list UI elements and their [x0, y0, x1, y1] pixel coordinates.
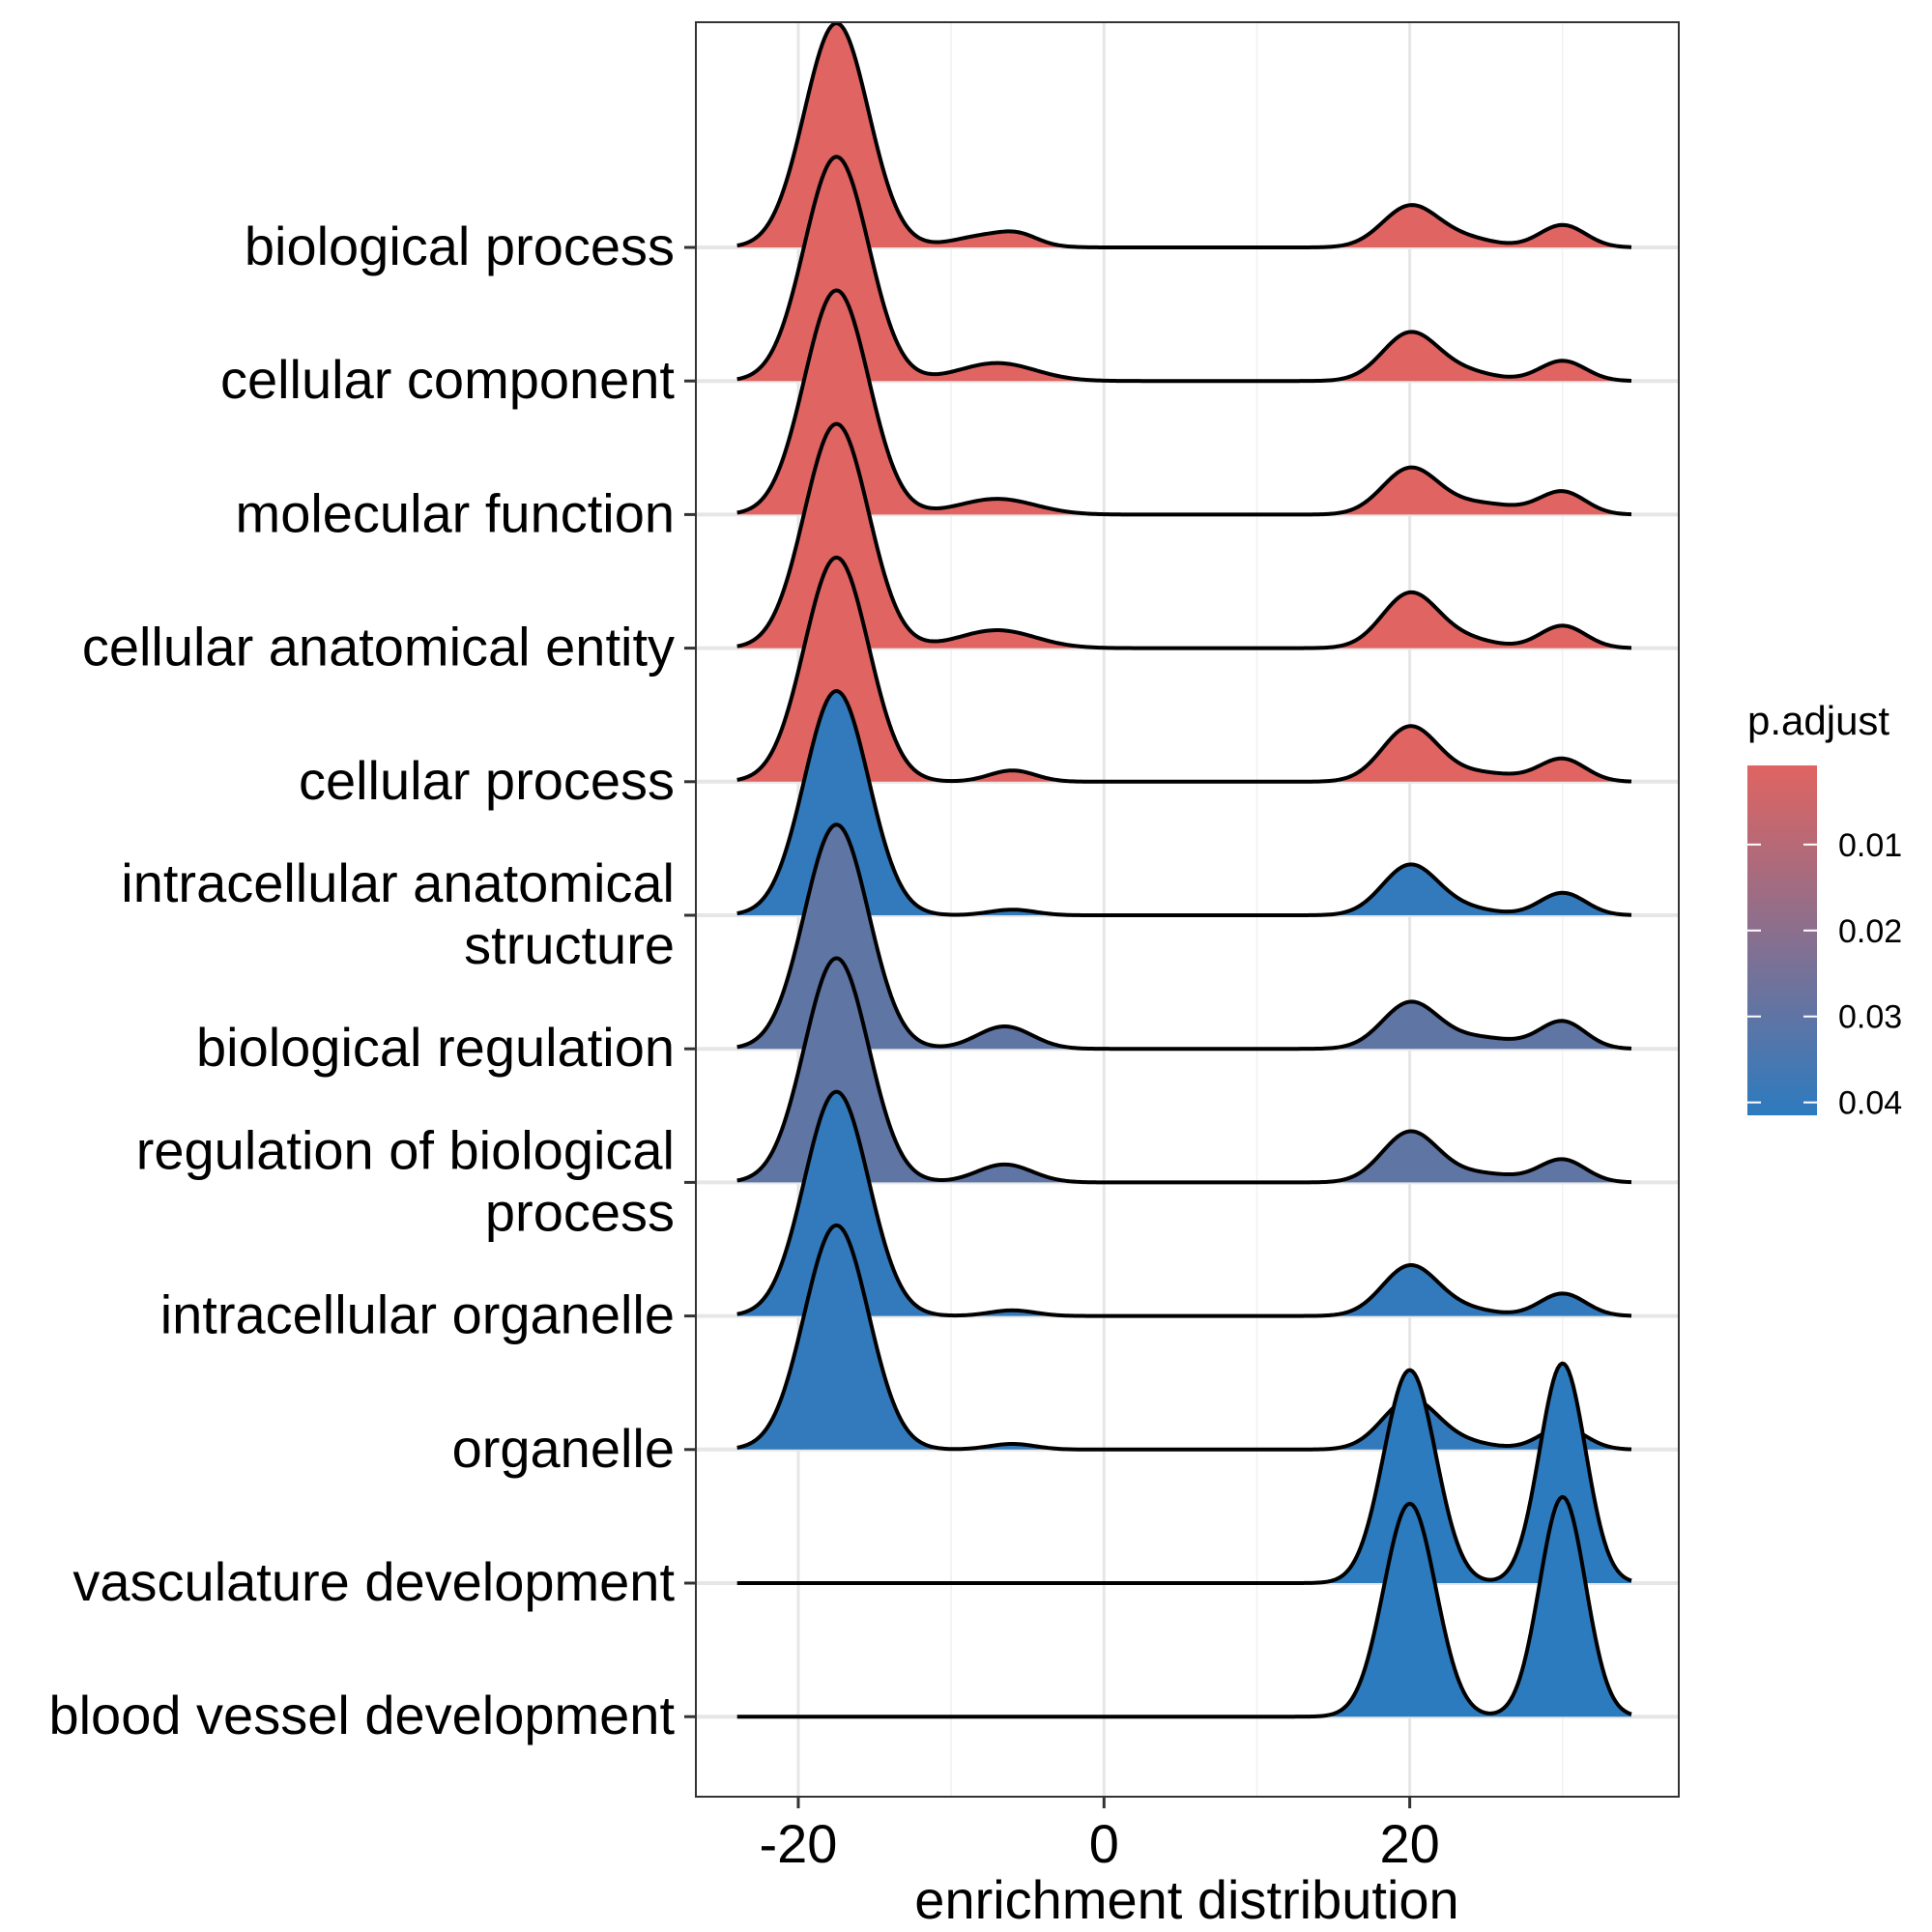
y-tick-label: regulation of biological — [136, 1119, 675, 1180]
ridge-organelle — [736, 1223, 1632, 1452]
plot-border — [695, 21, 1680, 1798]
ridge-outline — [736, 689, 1632, 917]
y-tick-label: structure — [464, 914, 675, 975]
legend-tick-label: 0.01 — [1838, 827, 1902, 864]
y-tick-label: biological regulation — [196, 1017, 675, 1078]
y-axis: biological process cellular component mole… — [48, 216, 696, 1745]
y-tick-label: vasculature development — [72, 1551, 675, 1612]
y-tick-label: biological process — [245, 216, 675, 276]
ridge-outline — [736, 1223, 1632, 1452]
ridges — [736, 21, 1632, 1719]
legend-tick-label: 0.03 — [1838, 999, 1902, 1036]
y-tick-label: organelle — [452, 1418, 675, 1479]
y-tick-label: molecular function — [236, 482, 675, 543]
x-tick-label: -20 — [760, 1813, 838, 1874]
ridge-outline — [736, 555, 1632, 784]
ridge-outline — [736, 822, 1632, 1052]
y-tick-label: blood vessel development — [48, 1685, 675, 1745]
ridge-outline — [736, 1494, 1632, 1719]
legend-tick-label: 0.02 — [1838, 913, 1902, 950]
ridge-outline — [736, 421, 1632, 650]
ridge-outline — [736, 1089, 1632, 1318]
x-tick-label: 0 — [1089, 1813, 1119, 1874]
ridge-fill — [736, 1496, 1631, 1717]
ridge-fill — [736, 1225, 1631, 1450]
ridge-outline — [736, 1361, 1632, 1585]
y-tick-label: cellular component — [220, 349, 675, 410]
y-tick-label: intracellular organelle — [160, 1284, 675, 1345]
y-tick-label: cellular anatomical entity — [82, 617, 675, 678]
x-axis-title: enrichment distribution — [914, 1869, 1458, 1930]
y-tick-label: cellular process — [299, 750, 675, 811]
ridge-outline — [736, 155, 1632, 384]
x-axis: -20 0 20 — [760, 1797, 1440, 1874]
ridge-outline — [736, 21, 1632, 249]
y-tick-label: process — [485, 1181, 675, 1242]
ridge-blood-vessel-development — [736, 1494, 1632, 1719]
ridge-outline — [736, 956, 1632, 1185]
ridge-outline — [736, 288, 1632, 517]
legend: p.adjust 0.01 0.02 0.03 0.04 — [1747, 698, 1902, 1122]
legend-title: p.adjust — [1747, 698, 1889, 743]
legend-colorbar — [1747, 765, 1817, 1115]
x-tick-label: 20 — [1379, 1813, 1439, 1874]
y-tick-label: intracellular anatomical — [121, 852, 675, 913]
legend-tick-label: 0.04 — [1838, 1085, 1902, 1122]
